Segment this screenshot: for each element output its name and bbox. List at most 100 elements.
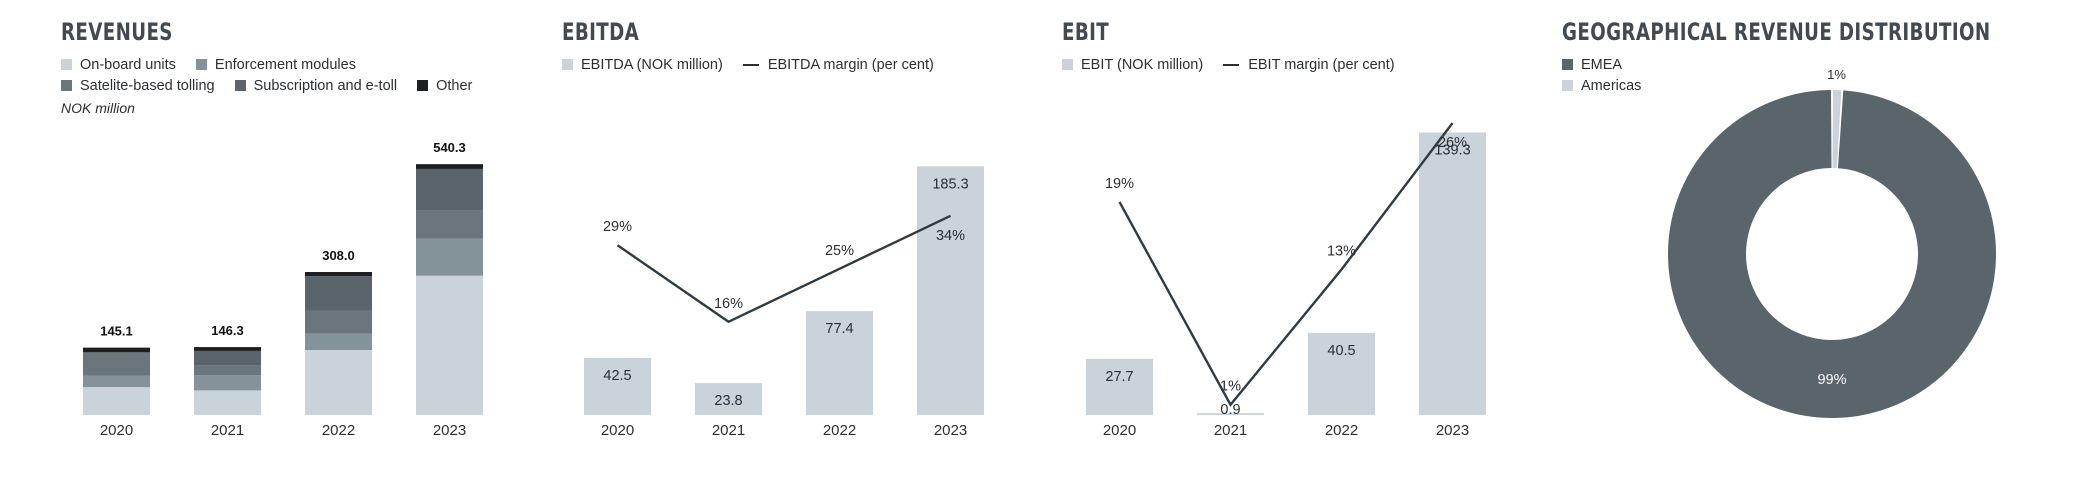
bar-total-label: 145.1: [100, 324, 133, 339]
geo-title: GEOGRAPHICAL REVENUE DISTRIBUTION: [1562, 18, 1991, 46]
bar-segment: [305, 333, 372, 350]
legend-item-ebitda-margin: EBITDA margin (per cent): [742, 57, 934, 73]
legend-swatch: [1562, 59, 1573, 70]
revenues-unit: NOK million: [61, 100, 135, 116]
revenues-legend: On-board units Enforcement modules Satel…: [61, 54, 492, 96]
donut-label-americas: 1%: [1827, 67, 1846, 82]
legend-item-other: Other: [417, 78, 472, 94]
bar: [806, 311, 873, 415]
bar-segment: [305, 276, 372, 311]
legend-swatch: [234, 80, 246, 91]
geo-chart: 99% 1%: [1667, 67, 1996, 419]
x-tick-label: 2021: [712, 422, 745, 439]
bar-total-label: 540.3: [433, 140, 466, 155]
legend-swatch: [1562, 80, 1573, 91]
bar-segment: [416, 275, 483, 415]
bar-segment: [194, 390, 261, 415]
bar-segment: [305, 310, 372, 334]
margin-label: 34%: [936, 228, 965, 244]
legend-item-emea: EMEA: [1562, 57, 1622, 73]
margin-label: 16%: [714, 296, 743, 312]
legend-item-enforcement-modules: Enforcement modules: [195, 57, 356, 73]
ebit-legend: EBIT (NOK million) EBIT margin (per cent…: [1062, 54, 1415, 75]
bar-value-label: 27.7: [1105, 369, 1133, 385]
margin-label: 19%: [1105, 176, 1134, 192]
legend-item-ebit-margin: EBIT margin (per cent): [1223, 57, 1395, 73]
x-tick-label: 2021: [1214, 422, 1247, 439]
bar: [1086, 358, 1153, 415]
ebitda-legend: EBITDA (NOK million) EBITDA margin (per …: [562, 54, 954, 75]
bar-value-label: 40.5: [1327, 343, 1355, 359]
legend-item-on-board-units: On-board units: [61, 57, 176, 73]
revenues-title: REVENUES: [61, 18, 173, 46]
bar: [584, 357, 651, 415]
x-tick-label: 2021: [211, 422, 244, 439]
bar-value-label: 139.3: [1434, 142, 1470, 158]
geo-panel: GEOGRAPHICAL REVENUE DISTRIBUTION EMEA A…: [1562, 0, 2062, 499]
margin-label: 25%: [825, 243, 854, 259]
margin-label: 29%: [603, 219, 632, 235]
bar-segment: [83, 352, 150, 376]
legend-swatch: [417, 80, 429, 91]
bar-segment: [83, 347, 150, 353]
ebitda-chart: 42.5 2020 23.8 2021 77.4 2022 185.3 2023 29% 16% 2…: [584, 166, 984, 439]
legend-swatch: [562, 59, 573, 70]
x-tick-label: 2023: [1436, 422, 1469, 439]
x-tick-label: 2023: [934, 422, 967, 439]
bar-value-label: 42.5: [603, 368, 631, 384]
x-tick-label: 2022: [1325, 422, 1358, 439]
bar-segment: [416, 164, 483, 169]
legend-line: [1223, 63, 1240, 66]
legend-item-satelite-based-tolling: Satelite-based tolling: [61, 78, 215, 94]
bar-value-label: 77.4: [825, 321, 853, 337]
bar-value-label: 185.3: [932, 176, 968, 192]
bar-segment: [416, 168, 483, 211]
margin-line: [1118, 122, 1454, 407]
geo-legend: EMEA Americas: [1562, 54, 1661, 96]
legend-item-americas: Americas: [1562, 78, 1641, 94]
legend-item-subscription-and-e-toll: Subscription and e-toll: [234, 78, 397, 94]
x-tick-label: 2020: [100, 422, 133, 439]
x-tick-label: 2023: [433, 422, 466, 439]
margin-line: [616, 214, 952, 324]
bar-segment: [194, 365, 261, 376]
margin-label: 26%: [1438, 135, 1467, 151]
x-tick-label: 2022: [823, 422, 856, 439]
donut-slice-americas: [1832, 90, 1842, 169]
bar-segment: [305, 350, 372, 415]
bar: [695, 383, 762, 415]
bar-segment: [194, 347, 261, 351]
bar-value-label: 23.8: [714, 393, 742, 409]
legend-swatch: [1062, 59, 1073, 70]
bar: [1308, 332, 1375, 415]
legend-item-ebit-bar: EBIT (NOK million): [1062, 57, 1203, 73]
legend-swatch: [61, 59, 72, 70]
bar-segment: [416, 238, 483, 276]
bar: [1419, 132, 1486, 416]
legend-line: [742, 63, 759, 66]
ebit-chart: 27.7 2020 0.9 2021 40.5 2022 139.3 2023 19% 1% 13%…: [1086, 122, 1486, 439]
margin-label: 13%: [1327, 244, 1356, 260]
margin-label: 1%: [1220, 379, 1241, 395]
bar-total-label: 146.3: [211, 323, 244, 338]
legend-swatch: [61, 80, 72, 91]
ebitda-panel: EBITDA EBITDA (NOK million) EBITDA margi…: [562, 0, 1022, 499]
bar-value-label: 0.9: [1220, 402, 1240, 418]
bar-segment: [194, 350, 261, 366]
bar: [1197, 413, 1264, 415]
bar-segment: [194, 375, 261, 391]
bar-segment: [83, 375, 150, 388]
ebitda-title: EBITDA: [562, 18, 640, 46]
bar-segment: [416, 210, 483, 239]
bar-segment: [83, 387, 150, 415]
x-tick-label: 2022: [322, 422, 355, 439]
donut-slice-emea: [1667, 90, 1996, 419]
revenues-chart: 145.1 2020 146.3 2021 308.0 2022 540.3 2023: [83, 140, 483, 439]
ebit-panel: EBIT EBIT (NOK million) EBIT margin (per…: [1062, 0, 1522, 499]
donut-label-emea: 99%: [1817, 372, 1846, 388]
legend-item-ebitda-bar: EBITDA (NOK million): [562, 57, 723, 73]
bar-total-label: 308.0: [322, 248, 355, 263]
revenues-panel: REVENUES On-board units Enforcement modu…: [61, 0, 541, 499]
ebit-title: EBIT: [1062, 18, 1110, 46]
x-tick-label: 2020: [1103, 422, 1136, 439]
